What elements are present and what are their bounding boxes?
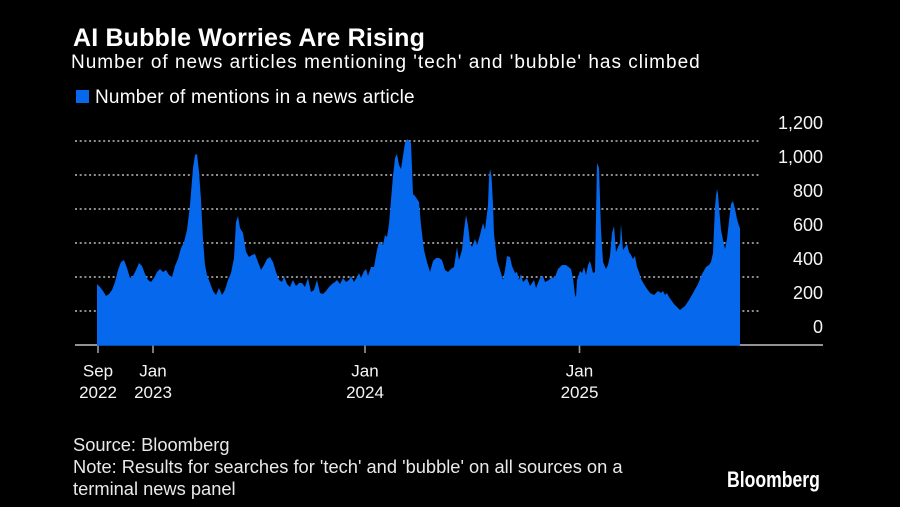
svg-text:Sep: Sep [83,362,113,381]
svg-text:2022: 2022 [79,383,117,402]
svg-text:2024: 2024 [346,383,384,402]
svg-text:2025: 2025 [561,383,599,402]
svg-text:600: 600 [793,215,823,235]
svg-text:Jan: Jan [139,362,166,381]
svg-text:800: 800 [793,181,823,201]
svg-text:2023: 2023 [134,383,172,402]
svg-text:Jan: Jan [351,362,378,381]
svg-text:1,200: 1,200 [778,113,823,133]
svg-text:1,000: 1,000 [778,147,823,167]
svg-text:0: 0 [813,317,823,337]
svg-text:400: 400 [793,249,823,269]
svg-text:Jan: Jan [566,362,593,381]
svg-text:200: 200 [793,283,823,303]
